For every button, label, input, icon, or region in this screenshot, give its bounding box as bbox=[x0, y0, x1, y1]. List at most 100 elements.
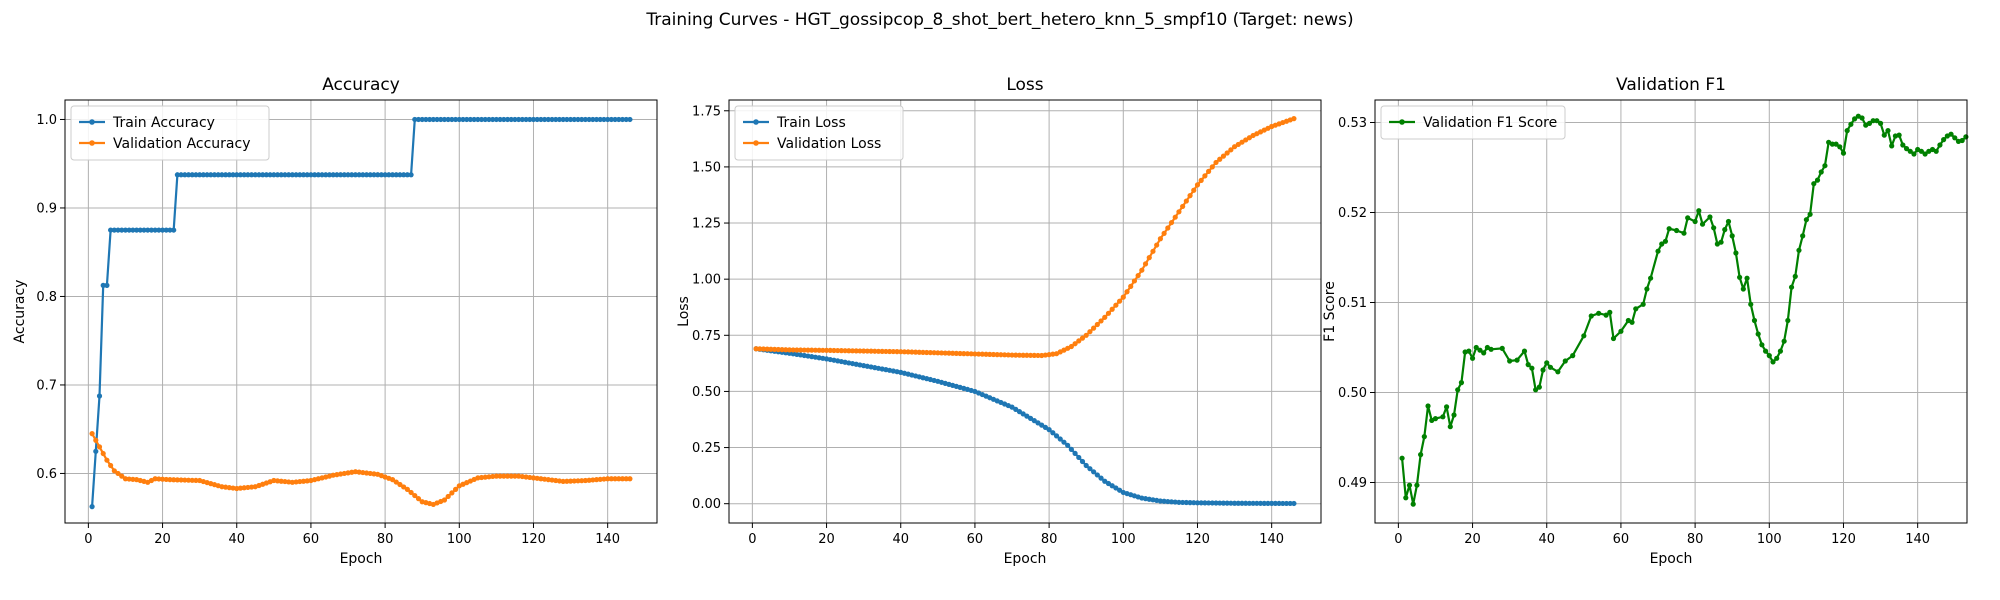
y-tick-label: 1.50 bbox=[692, 160, 721, 175]
data-point bbox=[883, 348, 889, 355]
plot-area bbox=[65, 100, 657, 523]
data-point bbox=[167, 227, 173, 233]
data-point bbox=[159, 476, 166, 482]
data-point bbox=[174, 477, 180, 483]
data-point bbox=[1102, 314, 1108, 320]
data-point bbox=[601, 476, 607, 482]
data-point bbox=[297, 172, 303, 178]
data-point bbox=[1009, 352, 1015, 358]
data-point bbox=[389, 477, 396, 483]
data-point bbox=[230, 172, 236, 178]
data-point bbox=[1562, 358, 1568, 364]
data-point bbox=[972, 351, 978, 357]
data-point bbox=[1814, 177, 1821, 183]
data-point bbox=[478, 116, 485, 123]
data-point bbox=[490, 116, 496, 123]
data-point bbox=[1016, 352, 1023, 358]
data-point bbox=[1220, 500, 1227, 506]
data-point bbox=[200, 172, 206, 178]
data-point bbox=[93, 448, 99, 454]
data-point bbox=[245, 172, 251, 178]
data-point bbox=[211, 172, 218, 178]
data-point bbox=[1198, 177, 1204, 183]
data-point bbox=[96, 444, 103, 450]
data-point bbox=[1418, 452, 1424, 458]
data-point bbox=[1198, 500, 1204, 506]
data-point bbox=[493, 116, 499, 123]
data-point bbox=[367, 172, 373, 178]
data-point bbox=[1139, 267, 1145, 273]
data-point bbox=[319, 172, 325, 178]
data-point bbox=[449, 490, 455, 496]
data-point bbox=[156, 227, 162, 233]
data-point bbox=[564, 116, 570, 123]
data-point bbox=[1050, 430, 1056, 436]
y-tick-label: 0.6 bbox=[36, 467, 57, 482]
x-tick-label: 100 bbox=[1757, 532, 1782, 547]
x-tick-label: 40 bbox=[892, 532, 909, 547]
data-point bbox=[812, 347, 819, 353]
data-point bbox=[189, 477, 195, 483]
data-point bbox=[163, 476, 169, 483]
data-point bbox=[497, 116, 503, 123]
data-point bbox=[1414, 482, 1420, 488]
data-point bbox=[1807, 211, 1813, 217]
data-point bbox=[549, 116, 555, 123]
data-point bbox=[924, 349, 930, 356]
x-tick-label: 60 bbox=[967, 532, 984, 547]
data-point bbox=[1105, 310, 1112, 316]
data-point bbox=[389, 172, 396, 178]
data-point bbox=[605, 116, 611, 123]
data-point bbox=[838, 348, 844, 354]
data-point bbox=[623, 476, 629, 482]
data-point bbox=[219, 172, 225, 178]
data-point bbox=[1885, 128, 1891, 134]
data-point bbox=[608, 116, 614, 123]
data-point bbox=[894, 349, 900, 355]
data-point bbox=[401, 172, 407, 178]
data-point bbox=[156, 476, 162, 482]
data-point bbox=[223, 172, 229, 178]
data-point bbox=[823, 347, 830, 353]
data-point bbox=[93, 437, 99, 443]
data-point bbox=[1165, 498, 1171, 505]
data-point bbox=[990, 351, 997, 358]
data-point bbox=[1165, 225, 1171, 231]
y-tick-label: 1.25 bbox=[692, 217, 721, 232]
data-point bbox=[1937, 142, 1943, 148]
data-point bbox=[1217, 156, 1223, 162]
data-point bbox=[627, 476, 633, 482]
data-point bbox=[968, 351, 974, 357]
data-point bbox=[137, 227, 143, 233]
data-point bbox=[527, 116, 533, 123]
data-point bbox=[935, 350, 941, 356]
data-point bbox=[1410, 501, 1416, 507]
data-point bbox=[1811, 181, 1817, 187]
data-point bbox=[1633, 306, 1639, 312]
x-tick-label: 120 bbox=[521, 532, 546, 547]
data-point bbox=[1065, 442, 1071, 448]
data-point bbox=[567, 116, 574, 123]
x-axis-label: Epoch bbox=[1004, 551, 1047, 567]
data-point bbox=[797, 347, 804, 353]
data-point bbox=[300, 172, 307, 178]
data-point bbox=[530, 116, 537, 123]
data-point bbox=[768, 346, 774, 352]
data-point bbox=[1224, 150, 1230, 156]
data-point bbox=[786, 347, 793, 353]
plot-area bbox=[729, 100, 1321, 523]
data-point bbox=[619, 476, 626, 482]
data-point bbox=[1785, 317, 1791, 324]
data-point bbox=[1083, 332, 1089, 338]
data-point bbox=[1076, 454, 1082, 461]
data-point bbox=[887, 348, 893, 355]
data-point bbox=[556, 116, 563, 123]
data-point bbox=[467, 116, 474, 123]
data-point bbox=[1183, 198, 1189, 204]
data-point bbox=[1213, 500, 1219, 506]
series-train-accuracy bbox=[89, 116, 633, 510]
x-tick-label: 120 bbox=[1185, 532, 1210, 547]
data-point bbox=[1529, 365, 1535, 371]
data-point bbox=[1722, 227, 1728, 233]
data-point bbox=[145, 227, 151, 233]
